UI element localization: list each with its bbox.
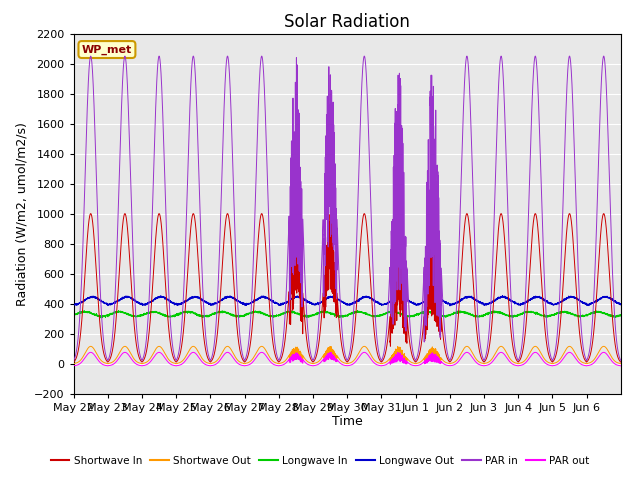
- Text: WP_met: WP_met: [82, 44, 132, 55]
- Y-axis label: Radiation (W/m2, umol/m2/s): Radiation (W/m2, umol/m2/s): [15, 121, 29, 306]
- X-axis label: Time: Time: [332, 415, 363, 429]
- Title: Solar Radiation: Solar Radiation: [284, 12, 410, 31]
- Legend: Shortwave In, Shortwave Out, Longwave In, Longwave Out, PAR in, PAR out: Shortwave In, Shortwave Out, Longwave In…: [47, 452, 593, 470]
